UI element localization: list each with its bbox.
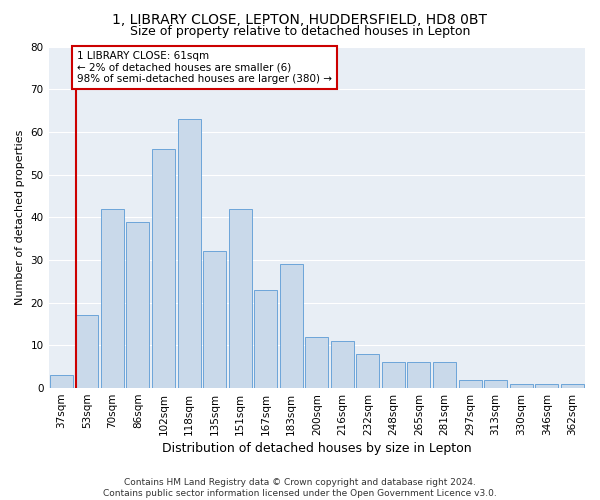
Bar bbox=[433, 362, 456, 388]
Bar bbox=[127, 222, 149, 388]
Bar bbox=[203, 252, 226, 388]
Bar bbox=[254, 290, 277, 388]
Bar bbox=[484, 380, 507, 388]
Text: Size of property relative to detached houses in Lepton: Size of property relative to detached ho… bbox=[130, 25, 470, 38]
Bar bbox=[331, 341, 354, 388]
Bar bbox=[356, 354, 379, 388]
Y-axis label: Number of detached properties: Number of detached properties bbox=[15, 130, 25, 305]
Bar bbox=[382, 362, 405, 388]
Text: 1, LIBRARY CLOSE, LEPTON, HUDDERSFIELD, HD8 0BT: 1, LIBRARY CLOSE, LEPTON, HUDDERSFIELD, … bbox=[113, 12, 487, 26]
Bar bbox=[76, 316, 98, 388]
Bar bbox=[229, 208, 251, 388]
Bar bbox=[509, 384, 533, 388]
X-axis label: Distribution of detached houses by size in Lepton: Distribution of detached houses by size … bbox=[162, 442, 472, 455]
Bar bbox=[178, 119, 200, 388]
Bar bbox=[561, 384, 584, 388]
Bar bbox=[407, 362, 430, 388]
Bar bbox=[101, 208, 124, 388]
Text: Contains HM Land Registry data © Crown copyright and database right 2024.
Contai: Contains HM Land Registry data © Crown c… bbox=[103, 478, 497, 498]
Text: 1 LIBRARY CLOSE: 61sqm
← 2% of detached houses are smaller (6)
98% of semi-detac: 1 LIBRARY CLOSE: 61sqm ← 2% of detached … bbox=[77, 51, 332, 84]
Bar bbox=[305, 337, 328, 388]
Bar bbox=[280, 264, 303, 388]
Bar bbox=[152, 149, 175, 388]
Bar bbox=[458, 380, 482, 388]
Bar bbox=[50, 376, 73, 388]
Bar bbox=[535, 384, 558, 388]
